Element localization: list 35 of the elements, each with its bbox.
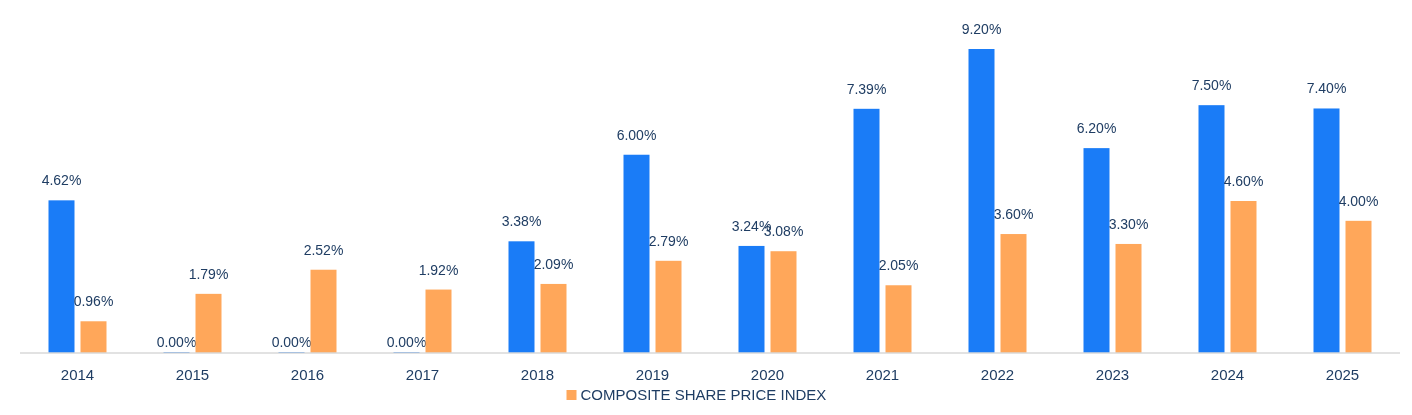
data-label: 3.30% bbox=[1108, 215, 1149, 232]
data-label: 4.62% bbox=[41, 172, 82, 189]
data-label: 2.09% bbox=[533, 255, 574, 272]
data-label: 2.05% bbox=[878, 257, 919, 274]
data-label: 2.52% bbox=[303, 241, 344, 258]
data-label: 4.00% bbox=[1338, 192, 1379, 209]
x-tick-label: 2020 bbox=[750, 366, 785, 383]
data-label: 0.00% bbox=[156, 334, 197, 350]
data-label: 7.50% bbox=[1191, 77, 1232, 94]
x-tick-label: 2017 bbox=[405, 366, 440, 383]
data-label: 1.79% bbox=[188, 265, 229, 282]
data-label: 0.96% bbox=[73, 293, 114, 310]
data-label: 2.79% bbox=[648, 232, 689, 249]
data-label: 7.39% bbox=[846, 80, 887, 97]
data-label: 0.00% bbox=[271, 334, 312, 350]
data-label: 9.20% bbox=[961, 21, 1002, 37]
x-tick-label: 2025 bbox=[1325, 366, 1360, 383]
data-label: 3.38% bbox=[501, 213, 542, 230]
data-label: 7.40% bbox=[1306, 80, 1347, 97]
data-label: 6.20% bbox=[1076, 120, 1117, 137]
x-tick-label: 2022 bbox=[980, 366, 1015, 383]
x-tick-label: 2016 bbox=[290, 366, 325, 383]
data-label: 1.92% bbox=[418, 261, 459, 278]
legend-label: COMPOSITE SHARE PRICE INDEX bbox=[580, 386, 827, 403]
x-tick-label: 2014 bbox=[60, 366, 95, 383]
x-tick-label: 2019 bbox=[635, 366, 670, 383]
x-tick-label: 2021 bbox=[865, 366, 900, 383]
x-tick-label: 2024 bbox=[1210, 366, 1245, 383]
x-tick-label: 2023 bbox=[1095, 366, 1130, 383]
data-label: 4.60% bbox=[1223, 173, 1264, 189]
x-tick-label: 2018 bbox=[520, 366, 555, 383]
data-label: 0.00% bbox=[386, 334, 427, 350]
data-label: 3.60% bbox=[993, 206, 1034, 223]
x-tick-label: 2015 bbox=[175, 366, 210, 383]
data-label: 6.00% bbox=[616, 126, 657, 143]
